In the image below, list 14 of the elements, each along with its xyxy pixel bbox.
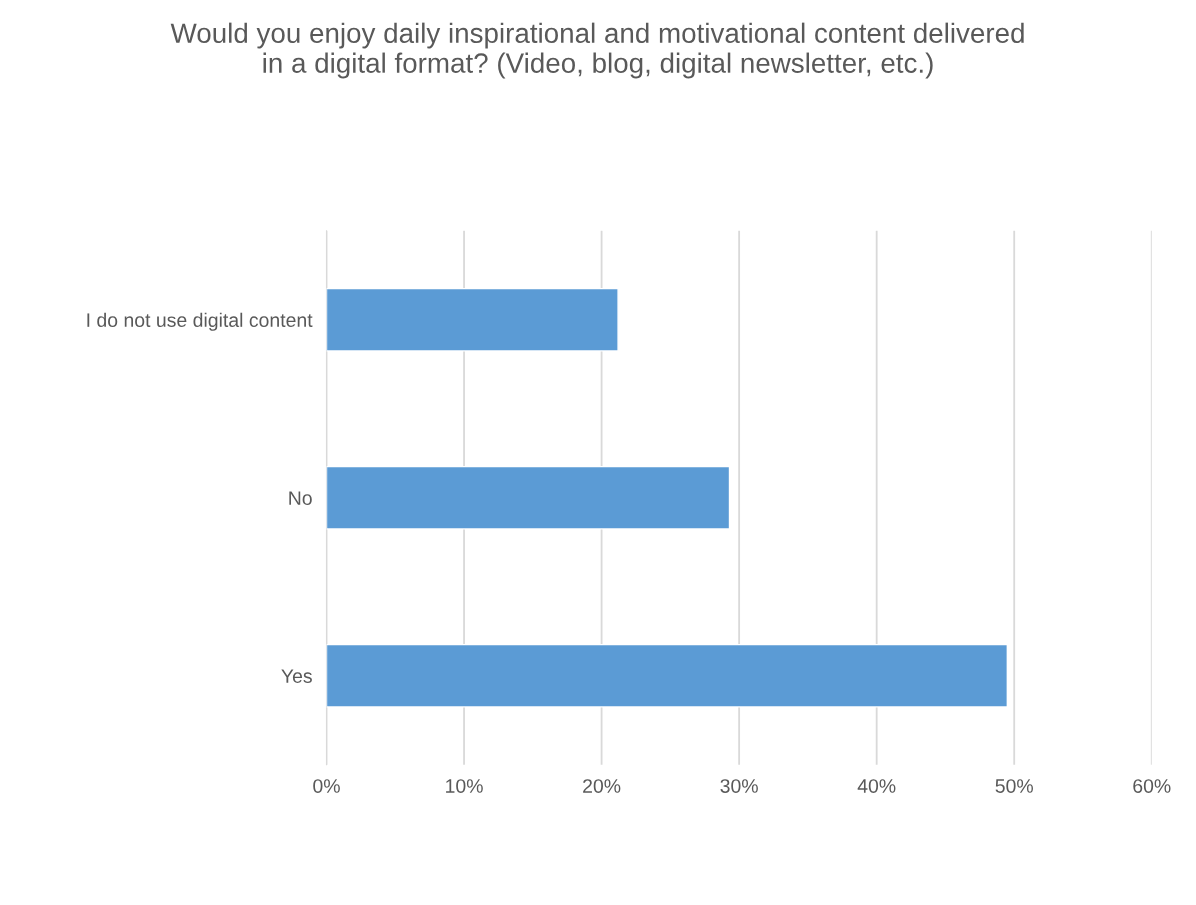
x-tick-label: 20% [583, 779, 621, 793]
x-tick-label: 60% [1133, 779, 1171, 793]
y-tick-label: Yes [281, 669, 312, 683]
y-tick-label: No [289, 491, 312, 505]
bar [326, 287, 619, 352]
bar [326, 643, 1009, 708]
x-tick-label: 30% [720, 779, 758, 793]
chart-title: Would you enjoy daily inspirational and motivational content delivered in a digital format? (Video, blog, digital newsletter, etc.) [170, 22, 1024, 79]
x-tick-label: 50% [995, 779, 1033, 793]
x-tick-label: 0% [313, 779, 340, 793]
bar [326, 465, 731, 530]
x-tick-label: 40% [857, 779, 896, 793]
y-tick-label: I do not use digital content [87, 312, 313, 331]
x-tick-label: 10% [446, 779, 483, 793]
